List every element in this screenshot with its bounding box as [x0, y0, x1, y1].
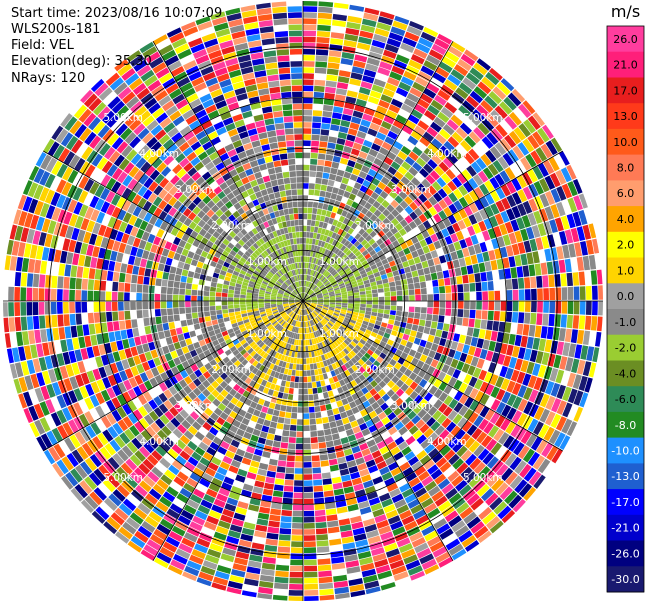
colorbar: 26.0 21.0 17.0 13.0 10.0 8.0 6.0 4.0 2.0 1.0 0.0 -1… — [606, 2, 645, 593]
ring-label: 5.00km — [103, 472, 143, 484]
colorbar-tick-label: -1.0 — [615, 316, 636, 329]
colorbar-swatch — [607, 360, 644, 387]
ring-label: 2.00km — [211, 220, 251, 232]
spoke-line — [302, 300, 454, 561]
colorbar-tick-label: 2.0 — [617, 239, 635, 252]
ring-labels: 1.00km 1.00km 1.00km 1.00km 2.00km 2.00km 2.00… — [103, 112, 502, 484]
colorbar-tick-label: 1.0 — [617, 264, 635, 277]
colorbar-tick-label: -21.0 — [611, 522, 639, 535]
spokes — [3, 1, 603, 601]
ring-label: 5.00km — [463, 472, 503, 484]
spoke-line — [302, 300, 563, 452]
colorbar-tick-label: -4.0 — [615, 367, 636, 380]
ppi-gate-cells — [32, 20, 583, 581]
spoke-line — [302, 150, 563, 302]
ring-label: 4.00km — [427, 436, 467, 448]
colorbar-tick-label: -8.0 — [615, 419, 636, 432]
colorbar-tick-label: -17.0 — [611, 496, 639, 509]
ring-label: 3.00km — [175, 184, 215, 196]
colorbar-swatch — [607, 180, 644, 207]
colorbar-swatch — [607, 231, 644, 258]
colorbar-tick-label: -30.0 — [611, 573, 639, 586]
colorbar-tick-label: 8.0 — [617, 162, 635, 175]
spoke-line — [152, 300, 304, 561]
ppi-gate-cells — [130, 128, 476, 474]
spoke-line — [302, 40, 454, 302]
colorbar-swatch — [607, 540, 644, 567]
ppi-gate-cells — [8, 6, 597, 600]
ring-label: 3.00km — [391, 400, 431, 412]
spoke-line — [42, 150, 304, 302]
ring-label: 1.00km — [247, 328, 287, 340]
colorbar-swatch — [607, 514, 644, 541]
colorbar-tick-label: 21.0 — [613, 59, 638, 72]
spoke-line — [152, 40, 304, 302]
ring-label: 4.00km — [139, 148, 179, 160]
ppi-gate-cells — [14, 12, 602, 578]
colorbar-swatch — [607, 154, 644, 181]
colorbar-tick-label: -10.0 — [611, 445, 639, 458]
colorbar-tick-label: 0.0 — [617, 290, 635, 303]
colorbar-swatch — [607, 103, 644, 130]
colorbar-swatch — [607, 51, 644, 78]
colorbar-tick-label: -26.0 — [611, 547, 639, 560]
colorbar-swatch — [607, 128, 644, 156]
colorbar-swatch — [607, 489, 644, 516]
ppi-gate-cells — [23, 33, 603, 595]
ppi-gate-cells — [4, 6, 584, 602]
colorbar-unit-label: m/s — [611, 2, 640, 21]
ring-label: 3.00km — [391, 184, 431, 196]
nrays-label: NRays: 120 — [11, 71, 86, 86]
start-time-label: Start time: 2023/08/16 10:07:09 — [11, 6, 223, 21]
colorbar-tick-label: -2.0 — [615, 342, 636, 355]
colorbar-frame — [606, 25, 645, 593]
colorbar-swatch — [607, 334, 644, 361]
colorbar-swatch — [607, 309, 644, 336]
ring-label: 4.00km — [427, 148, 467, 160]
colorbar-swatch — [607, 386, 644, 413]
colorbar-swatch — [607, 26, 644, 53]
colorbar-swatch — [607, 77, 644, 104]
colorbar-swatch — [607, 437, 644, 464]
colorbar-tick-label: 26.0 — [613, 33, 638, 46]
ring-label: 3.00km — [175, 400, 215, 412]
colorbar-tick-label: 6.0 — [617, 187, 635, 200]
colorbar-swatch — [607, 411, 644, 439]
ring-label: 1.00km — [319, 256, 359, 268]
colorbar-swatch — [607, 566, 644, 593]
ring-label: 1.00km — [247, 256, 287, 268]
ring-label: 2.00km — [355, 220, 395, 232]
elevation-label: Elevation(deg): 35.30 — [11, 54, 152, 69]
colorbar-tick-label: 4.0 — [617, 213, 635, 226]
ring-label: 5.00km — [103, 112, 143, 124]
ppi-gate-cells — [168, 301, 435, 430]
spoke-line — [42, 300, 304, 452]
ring-label: 5.00km — [463, 112, 503, 124]
ring-label: 2.00km — [355, 364, 395, 376]
ring-label: 2.00km — [211, 364, 251, 376]
ring-label: 4.00km — [139, 436, 179, 448]
field-label: Field: VEL — [11, 38, 74, 53]
colorbar-swatch — [607, 463, 644, 490]
colorbar-tick-label: 17.0 — [613, 84, 638, 97]
instrument-label: WLS200s-181 — [11, 22, 101, 37]
colorbar-swatch — [607, 206, 644, 233]
colorbar-tick-label: -13.0 — [611, 470, 639, 483]
colorbar-swatch — [607, 257, 644, 284]
colorbar-tick-label: 10.0 — [613, 136, 638, 149]
ring-label: 1.00km — [319, 328, 359, 340]
colorbar-tick-label: -6.0 — [615, 393, 636, 406]
colorbar-tick-label: 13.0 — [613, 110, 638, 123]
colorbar-swatch — [607, 283, 644, 310]
